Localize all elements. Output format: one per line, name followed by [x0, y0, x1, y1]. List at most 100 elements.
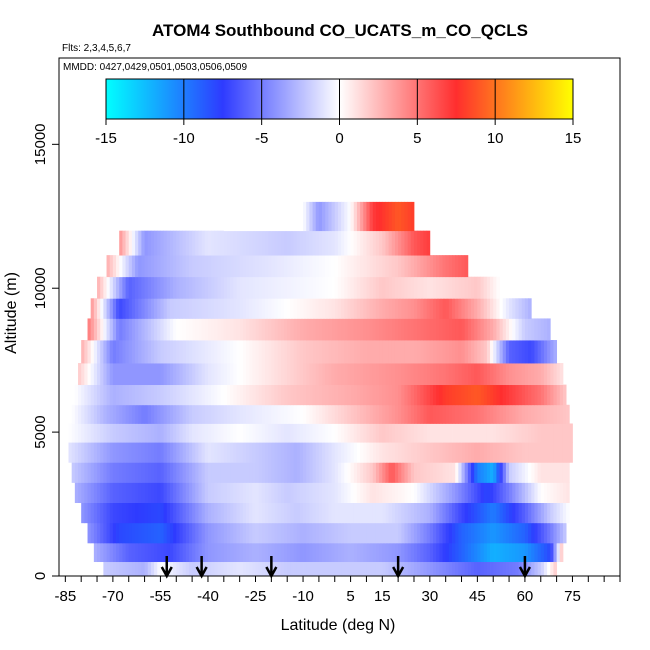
heatmap-cell	[505, 340, 510, 364]
heatmap-cell	[150, 340, 155, 364]
heatmap-cell	[337, 363, 342, 386]
heatmap-cell	[369, 318, 374, 341]
heatmap-cell	[537, 502, 542, 524]
heatmap-cell	[534, 318, 538, 341]
heatmap-cell	[255, 201, 260, 232]
heatmap-cell	[379, 340, 383, 364]
heatmap-cell	[284, 542, 288, 563]
heatmap-cell	[341, 462, 345, 483]
heatmap-cell	[410, 298, 415, 319]
heatmap-cell	[534, 363, 538, 386]
heatmap-cell	[303, 276, 307, 299]
heatmap-cell	[242, 255, 247, 278]
heatmap-cell	[413, 522, 418, 544]
heatmap-cell	[116, 423, 120, 443]
heatmap-cell	[512, 561, 516, 577]
heatmap-cell	[268, 340, 272, 364]
heatmap-cell	[204, 255, 209, 278]
heatmap-cell	[534, 561, 538, 577]
heatmap-cell	[242, 230, 247, 256]
heatmap-cell	[318, 363, 323, 386]
heatmap-cell	[293, 276, 298, 299]
heatmap-cell	[252, 442, 256, 463]
heatmap-cell	[471, 522, 475, 544]
heatmap-cell	[147, 442, 152, 463]
heatmap-cell	[284, 340, 288, 364]
heatmap-cell	[236, 404, 241, 424]
heatmap-cell	[562, 462, 567, 483]
heatmap-cell	[474, 442, 478, 463]
heatmap-cell	[490, 522, 494, 544]
heatmap-cell	[496, 298, 500, 319]
heatmap-cell	[471, 542, 475, 563]
heatmap-cell	[176, 482, 180, 504]
heatmap-cell	[306, 404, 310, 424]
heatmap-cell	[252, 255, 256, 278]
heatmap-cell	[138, 318, 142, 341]
heatmap-cell	[122, 384, 126, 406]
heatmap-cell	[131, 442, 136, 463]
heatmap-cell	[394, 201, 399, 232]
heatmap-cell	[360, 340, 364, 364]
heatmap-cell	[334, 255, 339, 278]
heatmap-cell	[125, 384, 130, 406]
heatmap-cell	[483, 561, 488, 577]
heatmap-cell	[144, 255, 149, 278]
heatmap-cell	[363, 542, 367, 563]
heatmap-cell	[309, 255, 313, 278]
heatmap-cell	[258, 404, 263, 424]
heatmap-cell	[166, 423, 171, 443]
heatmap-cell	[534, 442, 538, 463]
heatmap-cell	[116, 318, 120, 341]
heatmap-cell	[239, 502, 244, 524]
heatmap-cell	[258, 423, 263, 443]
heatmap-cell	[528, 340, 532, 364]
heatmap-cell	[220, 230, 225, 256]
heatmap-cell	[303, 201, 307, 232]
heatmap-cell	[404, 542, 409, 563]
heatmap-cell	[344, 384, 348, 406]
heatmap-cell	[534, 462, 538, 483]
heatmap-cell	[138, 561, 142, 577]
heatmap-cell	[455, 522, 459, 544]
heatmap-cell	[379, 482, 383, 504]
heatmap-cell	[280, 502, 285, 524]
heatmap-cell	[93, 423, 98, 443]
heatmap-cell	[490, 462, 494, 483]
heatmap-cell	[100, 442, 104, 463]
heatmap-cell	[347, 276, 351, 299]
heatmap-cell	[315, 298, 320, 319]
heatmap-cell	[233, 318, 237, 341]
heatmap-cell	[154, 462, 158, 483]
heatmap-cell	[369, 201, 374, 232]
heatmap-cell	[173, 298, 177, 319]
heatmap-cell	[169, 423, 174, 443]
heatmap-cell	[433, 522, 437, 544]
heatmap-cell	[103, 502, 107, 524]
heatmap-cell	[176, 276, 180, 299]
heatmap-cell	[458, 384, 462, 406]
heatmap-cell	[138, 423, 142, 443]
heatmap-cell	[185, 276, 190, 299]
heatmap-cell	[521, 363, 526, 386]
heatmap-cell	[455, 482, 459, 504]
heatmap-cell	[135, 423, 139, 443]
heatmap-cell	[458, 542, 462, 563]
heatmap-cell	[204, 442, 209, 463]
heatmap-cell	[394, 340, 399, 364]
heatmap-cell	[518, 542, 523, 563]
heatmap-cell	[109, 340, 114, 364]
heatmap-cell	[217, 542, 222, 563]
heatmap-cell	[315, 502, 320, 524]
heatmap-cell	[214, 384, 218, 406]
heatmap-cell	[452, 482, 456, 504]
heatmap-cell	[372, 276, 377, 299]
heatmap-cell	[366, 561, 371, 577]
heatmap-cell	[160, 255, 164, 278]
heatmap-cell	[391, 522, 396, 544]
heatmap-cell	[274, 255, 279, 278]
heatmap-cell	[413, 363, 418, 386]
heatmap-cell	[413, 442, 418, 463]
heatmap-cell	[106, 423, 111, 443]
heatmap-cell	[290, 255, 294, 278]
